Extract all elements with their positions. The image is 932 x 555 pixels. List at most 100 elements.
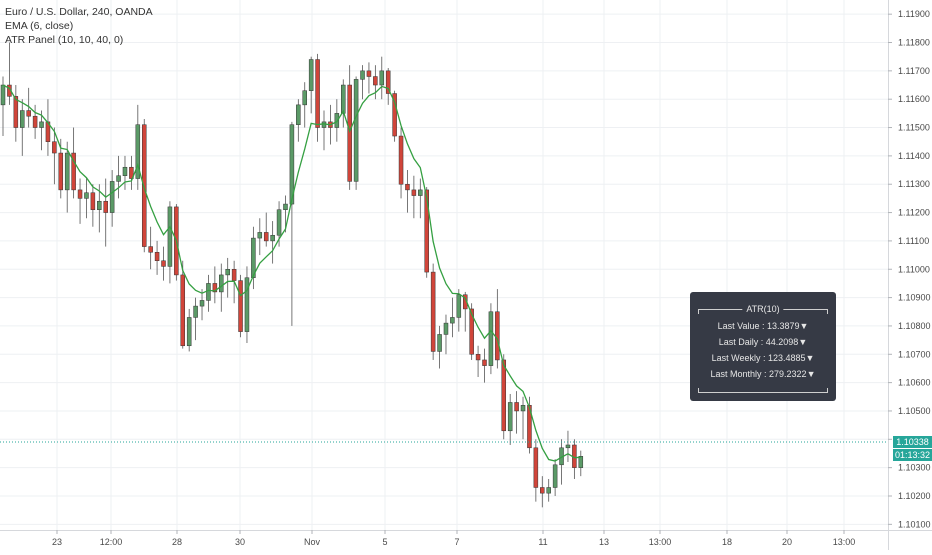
price-tick-label: 1.11400 (898, 151, 930, 161)
candle-up (84, 192, 89, 199)
candle-down (148, 246, 153, 253)
price-axis[interactable]: 1.11900 1.11800 1.11700 1.11600 1.11500 1.114… (888, 0, 931, 550)
candle-up (341, 84, 346, 114)
candle-up (321, 121, 327, 128)
symbol-title[interactable]: Euro / U.S. Dollar, 240, OANDA (5, 6, 153, 18)
candle-up (225, 269, 230, 276)
candle-down (71, 152, 76, 191)
candle-up (302, 90, 307, 106)
candle-up (283, 203, 288, 210)
candle-up (244, 277, 250, 332)
candle-up (39, 121, 44, 128)
candle-down (129, 166, 134, 179)
candle-up (167, 206, 173, 267)
candle-down (411, 189, 417, 196)
price-tick-label: 1.10800 (898, 321, 931, 331)
candle-up (552, 464, 558, 488)
candle-down (398, 135, 404, 185)
candle-down (52, 141, 57, 154)
price-tick-label: 1.10200 (898, 491, 931, 501)
candle-down (161, 260, 166, 267)
candles (0, 42, 584, 508)
candle-up (257, 232, 263, 239)
atr-last-monthly: Last Monthly : 279.2322▼ (710, 369, 816, 379)
candle-down (180, 274, 186, 347)
candle-up (289, 124, 295, 205)
ema-line (2, 84, 581, 462)
candle-down (238, 280, 243, 332)
candle-up (565, 444, 571, 449)
candle-down (90, 192, 96, 210)
time-tick-label: Nov (304, 537, 321, 547)
atr-panel-frame-bottom (698, 388, 828, 393)
candle-up (116, 175, 121, 182)
price-tick-label: 1.11000 (898, 264, 930, 274)
price-tick-label: 1.11100 (898, 236, 929, 246)
candle-up (20, 110, 25, 128)
price-tick-label: 1.11800 (898, 38, 930, 48)
time-tick-label: 12:00 (100, 537, 123, 547)
price-tick-label: 1.10300 (898, 463, 931, 473)
candle-down (58, 152, 64, 191)
price-tick-label: 1.10700 (898, 349, 931, 359)
candle-up (199, 300, 205, 307)
candle-up (450, 317, 455, 324)
candle-up (443, 322, 449, 335)
time-tick-label: 13 (599, 537, 609, 547)
price-tick-label: 1.10900 (898, 293, 931, 303)
candle-down (540, 487, 545, 494)
price-tick-label: 1.10500 (898, 406, 931, 416)
atr-indicator-label[interactable]: ATR Panel (10, 10, 40, 0) (5, 34, 124, 46)
countdown-tag: 01:13:32 (893, 449, 932, 461)
candle-up (122, 166, 128, 176)
candle-down (482, 359, 487, 366)
candle-down (527, 405, 532, 449)
time-tick-label: 11 (538, 537, 547, 547)
candle-down (366, 70, 372, 77)
candle-down (405, 183, 410, 191)
grid-lines (0, 0, 888, 530)
ema-line-group (2, 84, 581, 462)
price-tick-label: 1.11600 (898, 94, 930, 104)
candle-down (231, 269, 237, 281)
atr-panel-title: ATR(10) (742, 304, 784, 314)
time-tick-label: 20 (782, 537, 792, 547)
candle-down (347, 84, 352, 182)
candle-up (578, 456, 584, 468)
candle-down (154, 251, 160, 261)
time-tick-label: 18 (722, 537, 732, 547)
candle-up (270, 234, 275, 242)
time-axis[interactable]: 23 12:00 28 30 Nov 5 7 11 13 13:00 18 20 13:00 (0, 530, 932, 547)
price-tick-label: 1.10100 (898, 519, 931, 529)
candle-down (430, 271, 436, 352)
candle-down (514, 402, 519, 412)
candle-up (97, 200, 102, 210)
ema-indicator-label[interactable]: EMA (6, close) (5, 20, 74, 32)
candle-down (424, 189, 429, 273)
candle-down (26, 110, 31, 117)
candle-down (103, 200, 108, 213)
price-tick-label: 1.11200 (898, 208, 930, 218)
time-tick-label: 28 (172, 537, 182, 547)
atr-last-daily: Last Daily : 44.2098▼ (718, 337, 808, 347)
candle-up (109, 181, 115, 213)
last-price-tag: 1.10338 (893, 436, 932, 448)
price-tick-label: 1.11300 (898, 179, 930, 189)
candle-up (0, 84, 6, 106)
candle-up (193, 305, 198, 318)
candle-up (251, 237, 256, 279)
candle-down (392, 93, 397, 137)
candle-up (379, 70, 385, 86)
candle-down (141, 124, 147, 247)
candle-down (385, 70, 391, 94)
time-tick-label: 13:00 (833, 537, 856, 547)
candle-down (469, 308, 474, 355)
candle-down (32, 115, 38, 128)
candle-up (546, 487, 551, 494)
candle-up (418, 189, 423, 196)
candle-up (456, 294, 462, 318)
atr-panel: ATR(10) Last Value : 13.3879▼ Last Daily… (690, 292, 836, 401)
candle-up (360, 70, 365, 80)
